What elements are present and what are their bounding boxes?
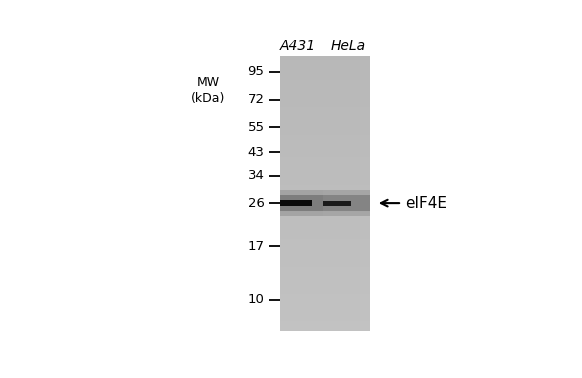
Bar [281,102,371,107]
Bar [281,175,371,180]
Bar [281,152,371,157]
Bar [281,325,371,331]
Bar [281,148,371,153]
Bar [281,79,371,84]
Bar [281,266,371,271]
Bar [281,134,371,139]
Bar [281,307,371,312]
Bar [281,312,371,317]
Text: A431: A431 [280,39,317,53]
Text: 43: 43 [247,146,264,159]
Bar [281,202,371,208]
Bar [281,243,371,248]
Bar [281,166,371,171]
Bar [281,190,323,216]
Bar [281,234,371,239]
Text: 72: 72 [247,93,264,106]
Bar [281,321,371,326]
Bar [281,65,371,71]
Bar [281,225,371,230]
Bar [281,316,371,321]
Bar [281,271,371,276]
Text: 55: 55 [247,121,264,134]
Bar [281,284,371,290]
Bar [281,189,371,194]
Bar [281,216,371,221]
Bar [281,61,371,66]
Text: 10: 10 [247,293,264,307]
Bar [281,84,371,89]
Bar [281,303,371,308]
Text: 26: 26 [247,197,264,210]
Bar [281,184,371,189]
Bar [281,230,371,235]
Bar [281,195,323,211]
Bar [281,239,371,244]
Bar [281,180,371,185]
Bar [281,107,371,112]
Bar [281,289,371,294]
Bar [323,190,371,216]
Bar [281,70,371,75]
Bar [281,294,371,299]
Bar [281,280,371,285]
Bar [281,111,371,116]
Bar [281,262,371,267]
Bar [281,129,371,135]
Bar [281,200,313,206]
Bar [281,221,371,226]
Bar [281,170,371,175]
Bar [281,93,371,98]
Bar [323,201,352,206]
Bar [323,195,371,211]
Bar [281,98,371,102]
Bar [281,138,371,144]
Text: 34: 34 [247,169,264,183]
Text: HeLa: HeLa [331,39,365,53]
Bar [281,248,371,253]
Bar [281,56,371,62]
Bar [281,116,371,121]
Bar [281,193,371,198]
Text: 95: 95 [247,65,264,78]
Bar [281,257,371,262]
Bar [281,211,371,217]
Bar [281,125,371,130]
Bar [281,298,371,303]
Bar [281,198,371,203]
Bar [281,207,371,212]
Bar [281,120,371,125]
Bar [281,143,371,148]
Bar [281,75,371,80]
Bar [281,275,371,280]
Bar [281,161,371,166]
Text: MW
(kDa): MW (kDa) [191,76,225,105]
Text: 17: 17 [247,240,264,253]
Bar [281,88,371,93]
Bar [281,253,371,258]
Bar [281,157,371,162]
Text: eIF4E: eIF4E [406,195,448,211]
